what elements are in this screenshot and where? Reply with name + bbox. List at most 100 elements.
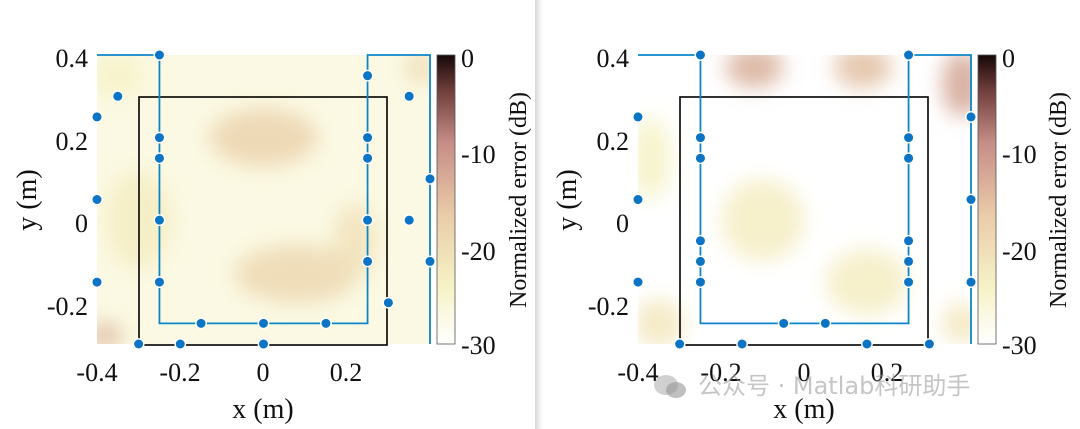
colorbar-tick-label: -10 <box>461 140 496 169</box>
sensor-point <box>91 193 103 206</box>
sensor-point <box>694 152 707 165</box>
sensor-point <box>174 338 187 350</box>
colorbar-tick-label: -20 <box>1002 237 1037 266</box>
sensor-point <box>153 276 166 288</box>
heatmap-blobs-left <box>97 55 430 344</box>
error-blob <box>825 249 909 316</box>
error-blob <box>638 116 672 200</box>
sensor-point <box>902 131 915 144</box>
sensor-point <box>965 111 977 123</box>
sensor-point <box>361 131 374 144</box>
error-blob <box>721 178 805 262</box>
sensor-point <box>965 276 977 288</box>
y-tick-label: 0 <box>616 209 629 238</box>
colorbar-tick-label: -10 <box>1002 140 1037 169</box>
colorbar-bar-right <box>977 54 997 345</box>
sensor-point <box>195 317 207 330</box>
y-ticks-right: 0.4 0.2 0 -0.2 <box>588 44 629 321</box>
colorbar-tick-label: 0 <box>461 44 474 73</box>
error-blob <box>725 55 784 89</box>
colorbar-bar-left <box>436 54 456 345</box>
sensor-point <box>361 214 374 227</box>
colorbar-right: 0 -10 -20 -30 Normalized error (dB) <box>977 44 1072 360</box>
error-blob <box>638 298 684 344</box>
colorbar-tick-label: -20 <box>461 237 496 266</box>
sensor-point <box>861 338 873 350</box>
wechat-icon <box>654 375 686 398</box>
sensor-point <box>694 276 707 288</box>
sensor-point <box>361 152 374 165</box>
panel-divider <box>535 0 543 429</box>
sensor-point <box>424 255 436 268</box>
sensor-point <box>777 317 790 330</box>
colorbar-label-right: Normalized error (dB) <box>1046 92 1072 308</box>
sensor-point <box>673 338 686 350</box>
x-tick-label: 0 <box>257 358 270 387</box>
sensor-point <box>923 338 936 350</box>
y-tick-label: -0.2 <box>47 292 88 321</box>
sensor-points-right <box>632 49 977 350</box>
x-tick-label: -0.4 <box>76 358 117 387</box>
sensor-point <box>91 276 103 288</box>
heatmap-background-right <box>638 55 971 344</box>
sensor-point <box>132 338 145 350</box>
y-tick-label: 0.2 <box>56 127 89 156</box>
sensor-point <box>91 111 103 123</box>
error-blob <box>941 302 971 344</box>
sensor-point <box>153 49 166 61</box>
x-tick-label: -0.2 <box>159 358 200 387</box>
watermark-text: 公众号 · Matlab科研助手 <box>698 372 971 400</box>
x-tick-label: 0.2 <box>330 358 363 387</box>
sensor-point <box>736 338 748 350</box>
sensor-point <box>257 317 270 330</box>
panel-right: 0.4 0.2 0 -0.2 -0.4 -0.2 0 0.2 x (m) y (… <box>552 44 1072 425</box>
sensor-point <box>632 193 644 206</box>
sensor-point <box>153 131 166 144</box>
y-tick-label: 0 <box>75 209 88 238</box>
sensor-point <box>361 255 374 268</box>
y-axis-label-left: y (m) <box>12 169 43 230</box>
error-blob <box>941 55 971 117</box>
x-axis-label-left: x (m) <box>232 394 293 425</box>
heatmap-blobs-right <box>638 55 971 344</box>
colorbar-tick-label: 0 <box>1002 44 1015 73</box>
sensor-point <box>694 49 707 61</box>
sensor-point <box>632 276 644 288</box>
sensor-point <box>965 193 977 206</box>
error-blob <box>97 323 122 344</box>
y-tick-label: 0.4 <box>56 44 89 73</box>
sensor-point <box>153 214 166 227</box>
sensor-point <box>902 276 915 288</box>
colorbar-tick-label: -30 <box>461 331 496 360</box>
colorbar-tick-label: -30 <box>1002 331 1037 360</box>
sensor-point <box>257 338 270 350</box>
sensor-point <box>382 296 395 309</box>
sensor-point <box>153 152 166 165</box>
heatmap-area-right <box>638 55 971 344</box>
sensor-point <box>694 234 707 247</box>
watermark: 公众号 · Matlab科研助手 <box>652 366 970 402</box>
sensor-point <box>902 234 915 247</box>
panel-left: 0.4 0.2 0 -0.2 -0.4 -0.2 0 0.2 x (m) y (… <box>12 44 532 425</box>
sensor-point <box>902 152 915 165</box>
heatmap-area-left <box>97 55 430 344</box>
y-ticks-left: 0.4 0.2 0 -0.2 <box>47 44 88 321</box>
error-blob <box>209 108 318 167</box>
error-blob <box>97 55 143 97</box>
sensor-point <box>819 317 832 330</box>
colorbar-left: 0 -10 -20 -30 Normalized error (dB) <box>436 44 532 360</box>
sensor-point <box>902 49 915 61</box>
colorbar-label-left: Normalized error (dB) <box>506 92 532 308</box>
x-tick-label: -0.4 <box>617 358 658 387</box>
sensor-point <box>424 172 436 185</box>
black-region-right <box>679 96 929 346</box>
x-ticks-right: -0.4 -0.2 0 0.2 <box>617 358 903 387</box>
y-tick-label: 0.4 <box>597 44 630 73</box>
y-tick-label: 0.2 <box>597 127 630 156</box>
error-blob <box>405 55 430 84</box>
error-blob <box>234 244 360 303</box>
sensor-point <box>694 131 707 144</box>
sensor-point <box>902 255 915 268</box>
x-axis-label-right: x (m) <box>773 394 834 425</box>
